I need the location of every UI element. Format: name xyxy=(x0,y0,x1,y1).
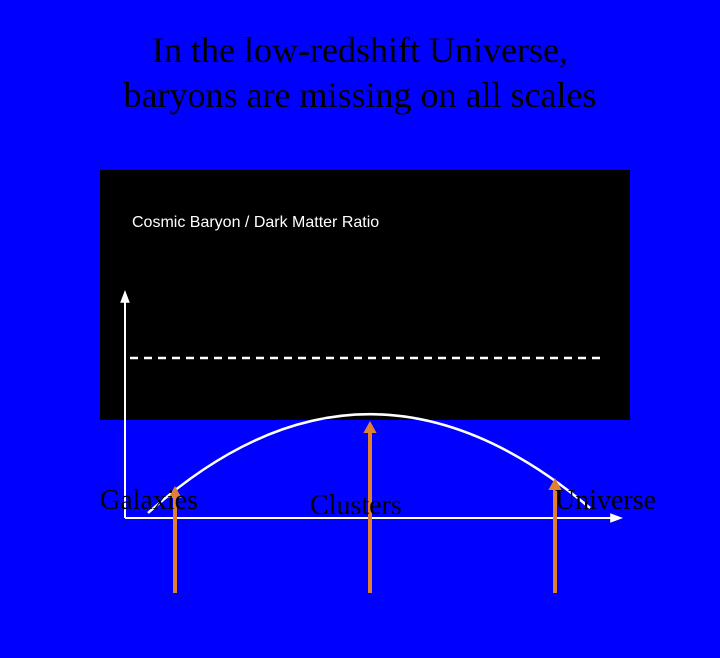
title-line-1: In the low-redshift Universe, xyxy=(40,28,680,73)
scale-label-1: Clusters xyxy=(310,490,402,522)
ratio-label: Cosmic Baryon / Dark Matter Ratio xyxy=(132,214,379,232)
chart-svg xyxy=(0,118,720,658)
scale-label-0: Galaxies xyxy=(100,485,198,517)
title-line-2: baryons are missing on all scales xyxy=(40,73,680,118)
scale-label-2: Universe xyxy=(555,485,656,517)
slide-title: In the low-redshift Universe, baryons ar… xyxy=(0,0,720,118)
